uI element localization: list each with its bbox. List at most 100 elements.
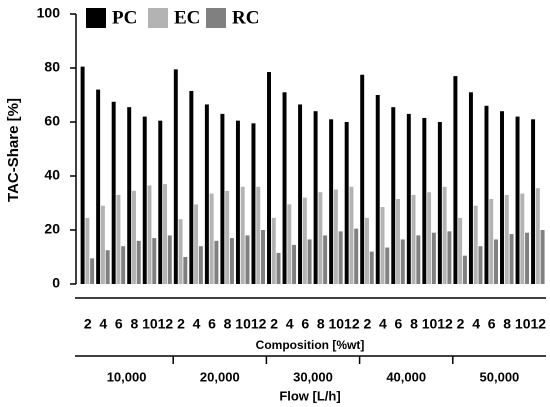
bar [147,185,152,284]
bar [240,186,245,284]
bar [416,235,421,284]
bar [462,255,467,284]
x-tick-label: 8 [503,316,511,332]
bar [173,69,178,284]
x-tick-label: 6 [301,316,309,332]
bar [235,120,240,285]
bar [473,205,478,284]
x-tick-label: 10 [329,316,345,332]
bar [478,246,483,284]
bar [251,123,256,284]
bar [453,76,458,284]
bar [105,250,110,284]
bar [229,238,234,284]
bar [520,193,525,284]
group-label: 40,000 [386,369,426,384]
bar [121,246,126,284]
bar [116,194,121,284]
group-label: 20,000 [200,369,240,384]
bar [431,232,436,284]
bar [525,232,530,284]
bar [349,186,354,284]
bar [458,217,463,284]
bar [163,184,168,284]
bar [100,205,105,284]
x-tick-label: 4 [379,316,387,332]
bar [271,217,276,284]
bar [307,239,312,284]
bar [194,204,199,284]
bar [364,217,369,284]
x-tick-label: 10 [422,316,438,332]
bar [136,240,141,284]
x-tick-label: 6 [208,316,216,332]
bar [313,111,318,284]
x-tick-label: 10 [142,316,158,332]
bar [256,186,261,284]
bar [85,217,90,284]
bar [375,95,380,284]
legend-label: PC [112,7,137,28]
bar [96,89,101,284]
bar [391,107,396,285]
group-axis-title: Flow [L/h] [279,388,340,403]
bar [220,113,225,285]
bar [500,111,504,284]
y-tick-label: 100 [37,5,61,21]
bar [442,186,447,284]
bar [400,239,405,284]
y-tick-label: 60 [44,113,60,129]
bar [167,235,172,284]
y-axis-title: TAC-Share [%] [5,98,22,202]
x-tick-label: 12 [530,316,546,332]
x-tick-label: 12 [344,316,360,332]
bar [261,230,265,284]
x-tick-label: 8 [410,316,418,332]
legend-swatch [86,8,106,28]
y-tick-label: 80 [44,59,60,75]
bar [323,235,328,284]
bar [333,189,338,284]
bar [292,244,297,284]
bar [437,122,442,284]
x-tick-label: 4 [193,316,201,332]
bar [204,104,209,284]
x-tick-label: 6 [395,316,403,332]
bar [329,119,334,284]
bar [183,257,188,284]
bar [282,92,287,284]
bar [189,90,194,284]
x-tick-label: 2 [363,316,371,332]
bar [318,192,323,284]
x-tick-label: 6 [115,316,123,332]
x-tick-label: 4 [99,316,107,332]
bar [158,120,163,285]
bar [209,193,214,284]
group-label: 30,000 [293,369,333,384]
bar [344,122,349,284]
x-tick-label: 4 [286,316,294,332]
legend-swatch [206,8,226,28]
x-tick-label: 10 [515,316,531,332]
x-tick-label: 8 [317,316,325,332]
bar [380,207,385,284]
bar [338,231,343,284]
bar [298,104,303,284]
bar [287,204,292,284]
x-tick-label: 8 [130,316,138,332]
bar [509,234,514,284]
legend-label: EC [174,7,200,28]
x-axis-title: Composition [%wt] [256,338,365,352]
x-tick-label: 2 [84,316,92,332]
bar [406,113,411,285]
bar [447,231,452,284]
bar [468,92,473,284]
bar [494,239,498,284]
bar [540,230,545,284]
bar [489,198,494,284]
x-tick-label: 8 [224,316,232,332]
x-tick-label: 4 [472,316,480,332]
bar [411,194,416,284]
bar [214,240,219,284]
bar [484,105,489,284]
